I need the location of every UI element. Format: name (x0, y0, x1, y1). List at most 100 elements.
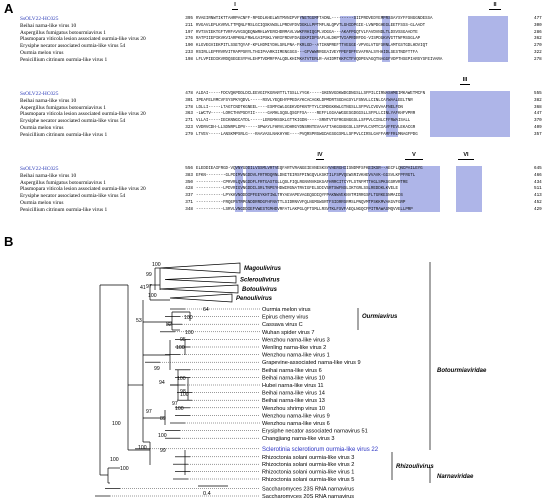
sequence-residues: -LWCTV-----LORCTHVPSDYII-----GAMHLSQSLQS… (196, 112, 416, 117)
sequence-name: Plasmopara viticola lesion associated ou… (20, 36, 146, 43)
sequence-name: SsOLV22-HC025 (20, 166, 59, 172)
bootstrap-value: 100 (120, 466, 129, 472)
bootstrap-value: 97 (146, 409, 152, 415)
sequence-end: 368 (534, 104, 542, 110)
leaf-label: Epirus cherry virus (262, 315, 309, 321)
leaf-label: Wenzhou narna-like virus 6 (262, 421, 330, 427)
motif-bar (460, 84, 470, 85)
bootstrap-value: 94 (159, 380, 165, 386)
sequence-end: 434 (534, 179, 542, 185)
sequence-residues: RSIRLLEPFRVRVITRAPPSRYLTHGIPAARKIIMENGSG… (196, 51, 418, 55)
sequence-name: Aspergillus fumigatus botourmiavirus 1 (20, 179, 106, 186)
alignment-row: SsOLV22-HC025 556 ELEDDIEAIFRGD-VQVNYGDDIL… (20, 166, 550, 172)
collapsed-clade-triangle (169, 293, 233, 303)
sequence-name: Plasmopara viticola lesion associated ou… (20, 111, 146, 118)
sequence-name: Plasmopara viticola lesion associated ou… (20, 186, 146, 193)
sequence-start: 337 (185, 193, 193, 199)
leaf-label: Wenzhou shrimp virus 10 (262, 406, 325, 412)
leaf-label: Beihai narna-like virus 14 (262, 391, 325, 397)
bootstrap-value: 53 (136, 318, 142, 324)
sequence-end: 413 (534, 193, 542, 199)
leaf-label: Wenzhou narna-like virus 3 (262, 337, 330, 343)
sequence-name: Penicillium citrinum ourmia-like virus 1 (20, 206, 108, 213)
sequence-residues: EFKN--------GLPDIMVNGDDVLFRTRDQRNLDNITEI… (196, 173, 416, 178)
sequence-residues: LDLLI-----LTAGTCNDTKGNEEL----ESMFGWLGGEK… (196, 105, 403, 110)
conserved-region (328, 166, 346, 213)
motif-bar (316, 159, 324, 160)
leaf-label: Wenzhou narna-like virus 1 (262, 353, 330, 359)
alignment-row: Ourmia melon virus 323 VVDRVCDH-LLSDNRPLDP… (20, 125, 550, 131)
alignment-row: Plasmopara viticola lesion associated ou… (20, 186, 550, 192)
motif-label: II (493, 2, 497, 8)
sequence-residues: VVDRVCDH-LLSDNRPLDPV-----SPWAYLFHRVLVDHR… (196, 126, 416, 130)
sequence-name: Ourmia melon virus (20, 50, 64, 56)
sequence-start: 478 (185, 91, 193, 96)
bootstrap-value: 100 (175, 406, 184, 412)
sequence-start: 323 (185, 125, 193, 130)
sequence-start: 383 (185, 172, 193, 178)
leaf-label: Beihai narna-like virus 6 (262, 368, 322, 374)
alignment-row: Plasmopara viticola lesion associated ou… (20, 111, 550, 117)
leaf-label: Wenling narna-like virus 2 (262, 345, 326, 351)
motif-label: IV (317, 152, 323, 158)
sequence-start: 278 (185, 104, 193, 110)
bootstrap-value: 100 (148, 293, 157, 299)
sequence-residues: RVAEIRNWTIKTTAHRPACNFF-RPGDLKHELWSTMVNIP… (196, 17, 433, 21)
sequence-name: Penicillium citrinum ourmia-like virus 1 (20, 131, 108, 138)
bootstrap-value: 82 (166, 322, 172, 328)
sequence-end: 357 (534, 131, 542, 137)
sequence-start: 198 (185, 56, 193, 62)
leaf-label: Changjiang narna-like virus 3 (262, 436, 334, 442)
sequence-start: 197 (185, 29, 193, 35)
sequence-residues: RATPIIEPIKVKVIARPKNLFRWLGAIPSKLYHRIFRDVF… (196, 37, 421, 42)
sequence-end: 645 (534, 166, 542, 171)
bootstrap-value: 97 (172, 401, 178, 407)
sequence-name: Beihai narna-like virus 10 (20, 172, 77, 179)
clade-name: Penoulivirus (236, 296, 273, 302)
motif-label: V (412, 152, 416, 158)
sequence-end: 300 (534, 22, 542, 28)
sequence-start: 190 (185, 43, 193, 49)
leaf-label: Rhizoctonia solani ourmia-like virus 5 (262, 477, 354, 483)
sequence-start: 395 (185, 16, 193, 21)
alignment-row: Penicillium citrinum ourmia-like virus 1… (20, 207, 550, 213)
alignment-row: Aspergillus fumigatus botourmiavirus 1 19… (20, 30, 550, 36)
motif-label: VI (463, 152, 469, 158)
sequence-start: 371 (185, 200, 193, 205)
bootstrap-value: 100 (138, 445, 147, 451)
bootstrap-value: 97 (146, 284, 152, 290)
sequence-end: 409 (534, 125, 542, 130)
motif-label: I (234, 2, 236, 8)
clade-name: Rhizoulivirus (396, 464, 434, 470)
conserved-region (468, 16, 508, 63)
sequence-end: 452 (534, 200, 542, 205)
sequence-end: 466 (534, 172, 542, 178)
leaf-label: Rhizoctonia solani ourmia-like virus 1 (262, 470, 354, 476)
alignment-row: Aspergillus fumigatus botourmiavirus 1 35… (20, 180, 550, 186)
sequence-start: 350 (185, 179, 193, 185)
bootstrap-value: 100 (185, 330, 194, 336)
bootstrap-value: 95 (180, 337, 186, 343)
bootstrap-value: 100 (110, 457, 119, 463)
sequence-start: 233 (185, 50, 193, 55)
clade-name: Ourmiavirus (362, 314, 398, 320)
sequence-end: 322 (534, 50, 542, 55)
alignment-row: Erysiphe necator associated ourmia-like … (20, 193, 550, 199)
bootstrap-value: 100 (176, 345, 185, 351)
sequence-start: 279 (185, 131, 193, 137)
alignment-row: Ourmia melon virus 233 RSIRLLEPFRVRVITRAPP… (20, 50, 550, 56)
clade-name: Magoulivirus (244, 266, 282, 272)
alignment-row: SsOLV22-HC025 395 RVAEIRNWTIKTTAHRPACNFF-R… (20, 16, 550, 22)
bootstrap-value: 64 (203, 307, 209, 313)
leaf-label: Wenzhou narna-like virus 9 (262, 413, 330, 419)
alignment-row: Erysiphe necator associated ourmia-like … (20, 118, 550, 124)
conserved-region (246, 166, 278, 213)
panel-b-letter: B (4, 234, 14, 249)
bootstrap-value: 100 (184, 315, 193, 321)
leaf-label: Hubei narna-like virus 11 (262, 383, 323, 389)
sequence-residues: -----------LSRVLVNGDDIEFVWESTGMHDVRFATLA… (196, 207, 413, 212)
sequence-residues: KLGVEGVIEKPITLSSETQYAF-KPLHDMIYDHLSRLPNA… (196, 44, 428, 49)
conserved-region (430, 91, 510, 138)
alignment-row: Beihai narna-like virus 10 301 IPEAFELRMCV… (20, 98, 550, 104)
